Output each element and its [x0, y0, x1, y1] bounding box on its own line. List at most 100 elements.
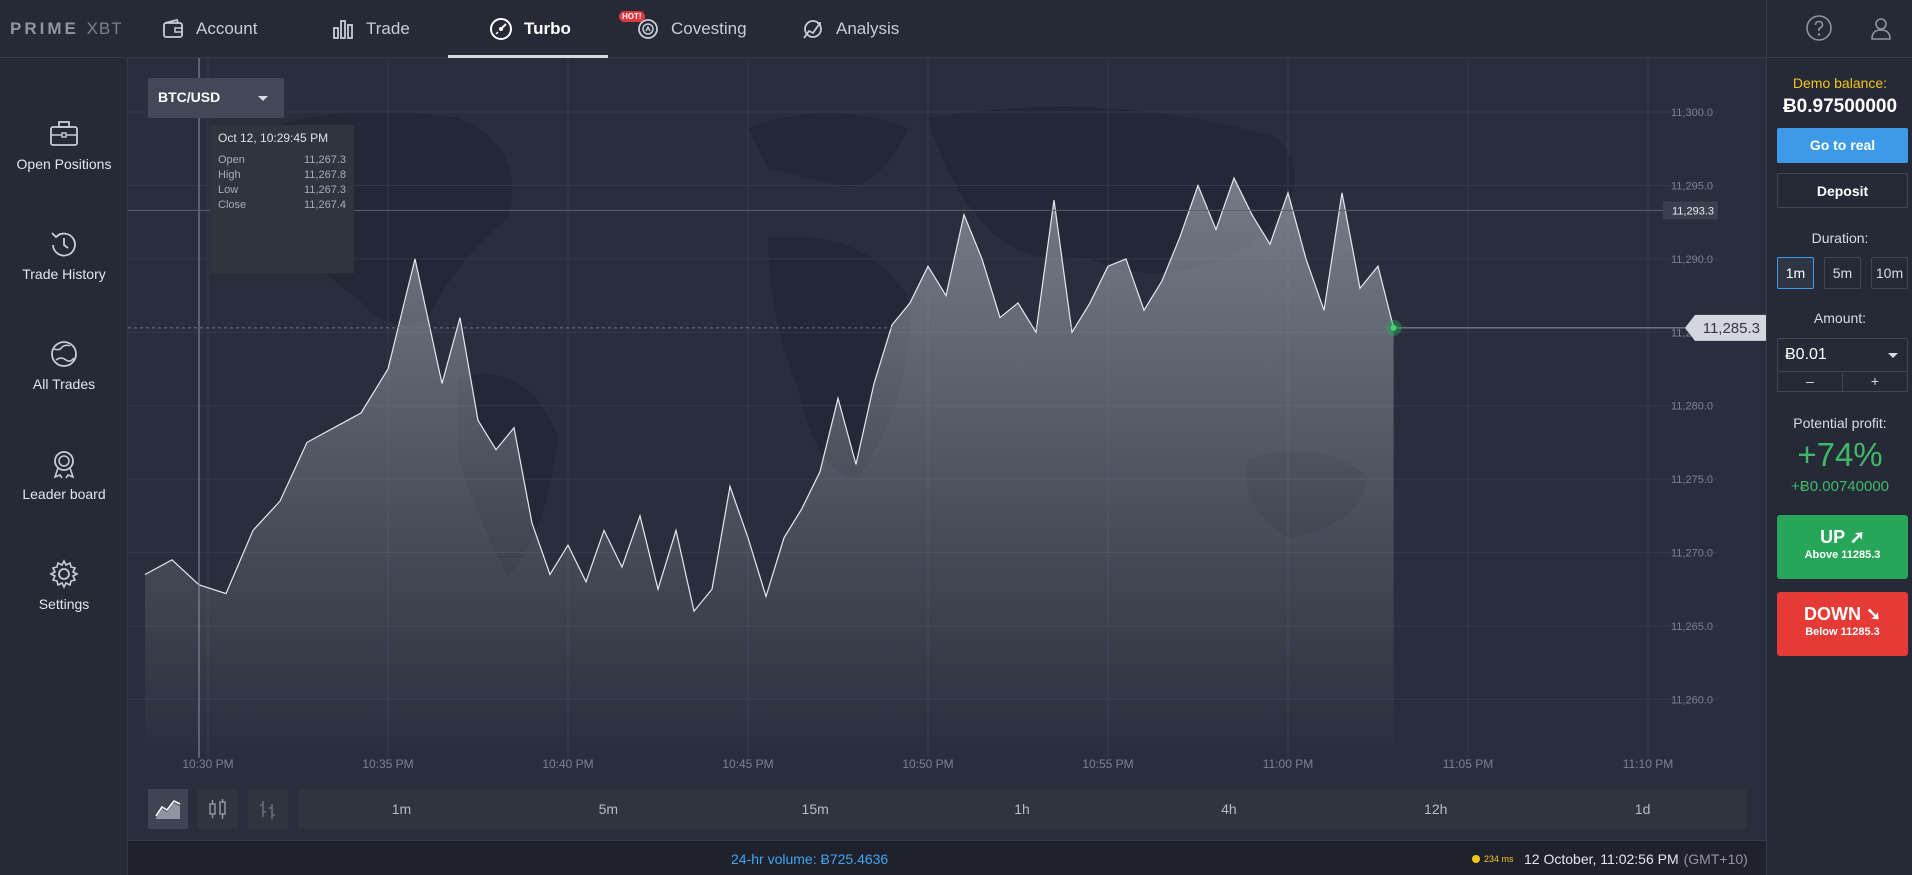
y-tick-label: 11,280.0 — [1671, 401, 1713, 413]
chevron-down-icon — [1888, 353, 1898, 358]
potential-profit-percent: +74% — [1797, 436, 1883, 473]
amount-decrease-button[interactable]: – — [1777, 372, 1843, 392]
ohlc-low-label: Low — [218, 184, 239, 196]
ohlc-close-row: Close 11,267.4 — [218, 198, 346, 213]
nav-covesting[interactable]: Covesting — [635, 0, 747, 58]
primexbt-logo[interactable]: PRIME XBT — [10, 19, 123, 39]
asset-pair-label: BTC/USD — [158, 89, 221, 105]
data-point — [549, 574, 551, 576]
top-navigation-bar: PRIME XBT Account Trade Turbo HOT! — [0, 0, 1912, 58]
down-button[interactable]: DOWN ➘ Below 11285.3 — [1777, 592, 1908, 656]
sidebar-item-label: Trade History — [22, 266, 106, 282]
duration-1m-button[interactable]: 1m — [1777, 257, 1814, 289]
data-point — [909, 302, 911, 304]
timeframe-selector: 1m 5m 15m 1h 4h 12h 1d — [298, 789, 1746, 829]
data-point — [855, 463, 857, 465]
sidebar-item-trade-history[interactable]: Trade History — [0, 228, 128, 282]
amount-dropdown[interactable]: Ƀ0.01 — [1777, 338, 1908, 372]
sidebar-item-leader-board[interactable]: Leader board — [0, 448, 128, 502]
data-point — [873, 383, 875, 385]
data-point — [1215, 229, 1217, 231]
data-point — [1197, 184, 1199, 186]
timeframe-4h-button[interactable]: 4h — [1221, 801, 1237, 817]
data-point — [783, 537, 785, 539]
price-chart-panel[interactable]: 11,300.011,295.011,290.011,285.011,280.0… — [128, 58, 1766, 840]
timeframe-1m-button[interactable]: 1m — [391, 801, 412, 817]
x-tick-label: 10:40 PM — [542, 757, 593, 771]
y-axis: 11,300.011,295.011,290.011,285.011,280.0… — [1671, 107, 1713, 706]
sidebar-item-all-trades[interactable]: All Trades — [0, 338, 128, 392]
crosshair-price-tag — [1663, 201, 1718, 220]
server-clock: 12 October, 11:02:56 PM (GMT+10) — [1524, 851, 1748, 867]
timeframe-1d-button[interactable]: 1d — [1634, 801, 1651, 817]
x-tick-label: 10:30 PM — [182, 757, 233, 771]
nav-account[interactable]: Account — [160, 0, 257, 58]
ohlc-datetime: Oct 12, 10:29:45 PM — [218, 131, 329, 145]
data-point — [1341, 192, 1343, 194]
timeframe-15m-button[interactable]: 15m — [801, 801, 829, 817]
data-point — [225, 593, 227, 595]
sidebar-item-settings[interactable]: Settings — [0, 558, 128, 612]
ohlc-high-value: 11,267.8 — [303, 169, 346, 181]
covesting-icon — [635, 16, 661, 42]
duration-10m-button[interactable]: 10m — [1871, 257, 1908, 289]
nav-analysis[interactable]: Analysis — [800, 0, 899, 58]
data-point — [495, 449, 497, 451]
amount-increase-button[interactable]: + — [1842, 372, 1908, 392]
data-point — [1035, 331, 1037, 333]
data-point — [1053, 199, 1055, 201]
nav-analysis-label: Analysis — [836, 19, 900, 38]
sidebar-item-open-positions[interactable]: Open Positions — [0, 118, 128, 172]
logo-brand: PRIME — [10, 19, 79, 38]
help-icon[interactable] — [1805, 14, 1833, 42]
data-point — [837, 397, 839, 399]
sidebar-item-label: Settings — [38, 596, 90, 612]
duration-5m-button[interactable]: 5m — [1824, 257, 1861, 289]
bar-chart-button[interactable] — [248, 789, 288, 829]
timeframe-1h-button[interactable]: 1h — [1014, 801, 1030, 817]
go-to-real-button[interactable]: Go to real — [1777, 128, 1908, 163]
duration-label: Duration: — [1811, 230, 1869, 246]
nav-turbo-label: Turbo — [524, 19, 571, 38]
amount-value: Ƀ0.01 — [1785, 346, 1827, 363]
data-point — [387, 368, 389, 370]
nav-trade[interactable]: Trade — [330, 0, 410, 58]
data-point — [1107, 265, 1109, 267]
user-profile-icon[interactable] — [1867, 14, 1895, 42]
nav-turbo[interactable]: Turbo — [488, 0, 571, 58]
ohlc-tooltip: Oct 12, 10:29:45 PM Open 11,267.3 High 11,… — [210, 125, 354, 273]
data-point — [1017, 302, 1019, 304]
price-line — [144, 176, 1395, 613]
chevron-down-icon — [258, 96, 268, 101]
price-chart[interactable]: 11,300.011,295.011,290.011,285.011,280.0… — [128, 58, 1766, 778]
deposit-button[interactable]: Deposit — [1777, 173, 1908, 208]
current-price-tag — [1685, 314, 1766, 341]
left-sidebar: Open Positions Trade History All Trades … — [0, 58, 128, 875]
data-point — [765, 596, 767, 598]
x-tick-label: 11:00 PM — [1263, 757, 1313, 771]
y-tick-label: 11,265.0 — [1671, 621, 1713, 633]
ohlc-low-value: 11,267.3 — [303, 184, 346, 196]
award-icon — [48, 448, 80, 480]
up-button-label: UP ➚ — [1820, 527, 1865, 547]
briefcase-icon — [48, 118, 80, 150]
y-tick-label: 11,295.0 — [1671, 180, 1713, 192]
down-button-sub: Below 11285.3 — [1805, 626, 1880, 638]
history-icon — [48, 228, 80, 260]
price-area-fill — [145, 178, 1394, 759]
data-point — [477, 419, 479, 421]
logo-suffix: XBT — [86, 19, 123, 38]
data-point — [1179, 236, 1181, 238]
latency-value: 234 ms — [1484, 854, 1514, 864]
candlestick-chart-button[interactable] — [198, 789, 238, 829]
timeframe-5m-button[interactable]: 5m — [598, 801, 619, 817]
area-chart-button[interactable] — [148, 789, 188, 829]
up-button[interactable]: UP ➚ Above 11285.3 — [1777, 515, 1908, 579]
data-point — [1377, 265, 1379, 267]
data-point — [459, 317, 461, 319]
sidebar-item-label: Open Positions — [16, 156, 112, 172]
data-point — [585, 581, 587, 583]
data-point — [414, 258, 416, 260]
timeframe-12h-button[interactable]: 12h — [1424, 801, 1448, 817]
asset-pair-dropdown[interactable]: BTC/USD — [148, 78, 284, 118]
